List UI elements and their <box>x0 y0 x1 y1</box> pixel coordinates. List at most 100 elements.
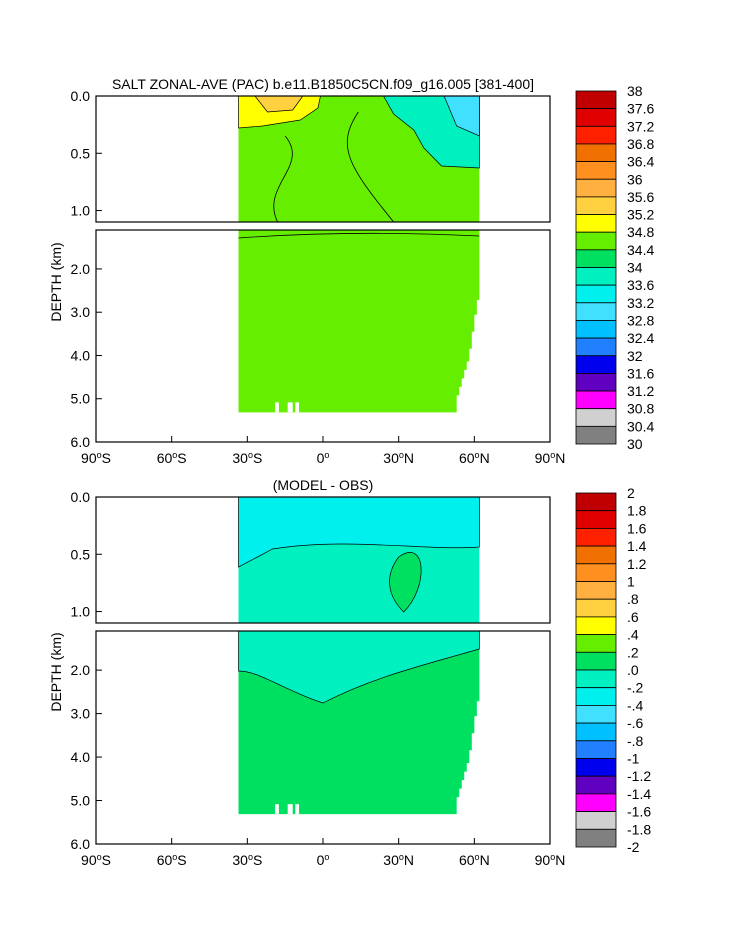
colorbar-label: .4 <box>627 627 639 643</box>
seafloor-gap <box>287 402 293 413</box>
y-tick-label: 4.0 <box>71 347 91 363</box>
y-tick-label: 0.5 <box>71 145 91 161</box>
y-tick-label: 5.0 <box>71 793 91 809</box>
colorbar-label: 30 <box>627 436 643 452</box>
x-tick-label: 30oS <box>232 450 262 466</box>
colorbar-swatch <box>575 302 617 321</box>
y-tick-label: 0.5 <box>71 546 91 562</box>
colorbar-label: -2 <box>627 839 640 855</box>
colorbar-swatch <box>575 408 617 427</box>
seafloor-gap <box>275 804 279 815</box>
colorbar-label: -1.8 <box>627 821 651 837</box>
seafloor-gap <box>295 804 300 815</box>
y-axis-ticks: 0.0 0.5 1.0 2.0 3.0 4.0 5.0 6.0 <box>71 489 102 852</box>
seafloor-gap <box>295 402 300 413</box>
colorbar-swatch <box>575 161 617 180</box>
colorbar-label: 1.4 <box>627 538 647 554</box>
colorbar-swatch <box>575 425 617 445</box>
colorbar-label: 38 <box>627 83 643 99</box>
y-tick-label: 1.0 <box>71 604 91 620</box>
colorbar-swatch <box>575 320 617 339</box>
colorbar-swatch <box>575 510 617 529</box>
negative-region <box>238 496 480 568</box>
colorbar-label: 37.6 <box>627 101 654 117</box>
colorbar-label: -1 <box>627 751 640 767</box>
colorbar-label: -.8 <box>627 733 644 749</box>
y-tick-label: 1.0 <box>71 203 91 219</box>
colorbar-label: .8 <box>627 591 639 607</box>
colorbar-label: 33.2 <box>627 295 654 311</box>
colorbar-label: 32 <box>627 348 643 364</box>
colorbar-swatch <box>575 722 617 742</box>
colorbar-label: -.4 <box>627 697 644 713</box>
y-tick-label: 2.0 <box>71 662 91 678</box>
colorbar-swatch <box>575 598 617 618</box>
positive-region <box>389 552 422 613</box>
x-tick-label: 0o <box>317 852 330 868</box>
contour-line <box>238 232 480 239</box>
colorbar-label: 30.4 <box>627 418 654 434</box>
y-tick-label: 3.0 <box>71 304 91 320</box>
colorbar-swatch <box>575 669 617 689</box>
upper-plot-frame <box>95 95 551 223</box>
colorbar-swatch <box>575 231 617 251</box>
colorbar-label: 31.6 <box>627 365 654 381</box>
colorbar-swatch <box>575 616 617 636</box>
y-tick-label: 0.0 <box>71 489 91 505</box>
colorbar-swatch <box>575 634 617 653</box>
chart-title: SALT ZONAL-AVE (PAC) b.e11.B1850C5CN.f09… <box>112 76 534 92</box>
colorbar-swatch <box>575 337 617 357</box>
colorbar-label: 37.2 <box>627 118 654 134</box>
colorbar-swatch <box>575 651 617 671</box>
colorbar-swatch <box>575 545 617 565</box>
colorbar-label: 30.8 <box>627 401 654 417</box>
colorbar-label: 33.6 <box>627 277 654 293</box>
colorbar-swatch <box>575 687 617 706</box>
colorbar-swatch <box>575 284 617 304</box>
colorbar-label: 36.8 <box>627 136 654 152</box>
colorbar-swatch <box>575 125 617 145</box>
colorbar-swatch <box>575 581 617 600</box>
colorbar-swatch <box>575 492 617 512</box>
x-tick-label: 60oN <box>459 852 490 868</box>
upper-plot-frame <box>95 496 551 624</box>
colorbar-swatch <box>575 90 617 110</box>
colorbar-label: .6 <box>627 609 639 625</box>
colorbar-swatch <box>575 811 617 830</box>
y-tick-label: 0.0 <box>71 88 91 104</box>
chart-title: (MODEL - OBS) <box>273 477 374 493</box>
x-tick-label: 90oS <box>81 852 111 868</box>
colorbar-label: 2 <box>627 485 635 501</box>
colorbar-label: .0 <box>627 662 639 678</box>
x-axis-ticks: 90oS 60oS 30oS 0o 30oN 60oN 90oN <box>81 838 565 868</box>
contour-line <box>273 135 293 223</box>
y-axis-label: DEPTH (km) <box>48 242 64 321</box>
colorbar-swatch <box>575 828 617 848</box>
colorbar-swatch <box>575 775 617 795</box>
x-tick-label: 60oS <box>157 852 187 868</box>
colorbar-swatch <box>575 108 617 127</box>
colorbar: 21.81.61.41.21.8.6.4.2.0-.2-.4-.6-.8-1-1… <box>575 485 651 855</box>
colorbar-label: .2 <box>627 644 639 660</box>
colorbar-label: 1.2 <box>627 556 647 572</box>
colorbar-label: 34.4 <box>627 242 654 258</box>
y-axis-ticks: 0.0 0.5 1.0 2.0 3.0 4.0 5.0 6.0 <box>71 88 102 450</box>
x-tick-label: 30oS <box>232 852 262 868</box>
colorbar-swatch <box>575 355 617 374</box>
colorbar-swatch <box>575 214 617 233</box>
y-tick-label: 5.0 <box>71 391 91 407</box>
x-tick-label: 60oS <box>157 450 187 466</box>
colorbar-swatch <box>575 758 617 777</box>
x-tick-label: 90oS <box>81 450 111 466</box>
x-tick-label: 90oN <box>535 450 566 466</box>
colorbar-swatch <box>575 705 617 724</box>
panel-model-minus-obs: (MODEL - OBS) 0.00.51.02.03.04.05.06.0 9… <box>48 477 651 868</box>
colorbar-label: 31.2 <box>627 383 654 399</box>
y-tick-label: 6.0 <box>71 836 91 852</box>
y-tick-label: 6.0 <box>71 434 91 450</box>
colorbar-swatch <box>575 178 617 198</box>
colorbar-swatch <box>575 372 617 392</box>
seafloor-gap <box>275 402 279 413</box>
y-axis-label: DEPTH (km) <box>48 632 64 711</box>
x-tick-label: 0o <box>317 450 330 466</box>
